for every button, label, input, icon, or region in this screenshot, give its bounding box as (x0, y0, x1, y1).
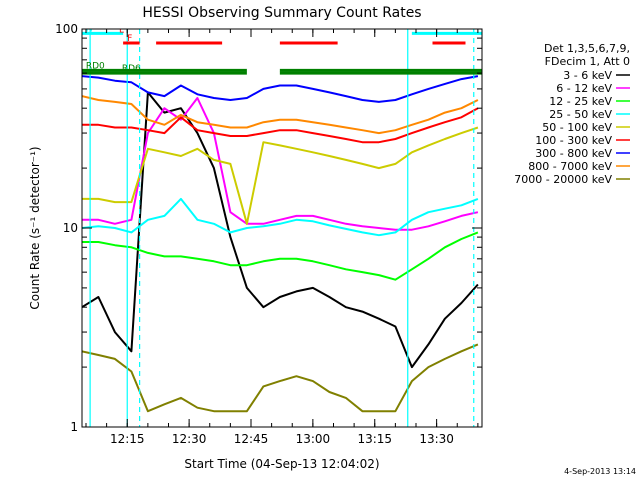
flag-label-2: N (86, 24, 93, 34)
y-tick-label-2: 100 (55, 22, 78, 36)
legend-label-4: 50 - 100 keV (542, 121, 612, 134)
y-tick-label-0: 1 (70, 420, 78, 434)
series-line-5 (82, 107, 479, 144)
flag-label-3: F (127, 34, 132, 44)
x-tick-label-1: 12:30 (172, 432, 207, 446)
y-tick-label-1: 10 (63, 221, 78, 235)
flag-label-0: RD0 (86, 61, 105, 71)
series-line-4 (82, 126, 479, 225)
legend-label-8: 7000 - 20000 keV (514, 173, 612, 186)
series-line-7 (82, 95, 479, 135)
x-tick-label-0: 12:15 (110, 432, 145, 446)
series-layer (82, 75, 479, 413)
series-line-1 (82, 97, 479, 231)
x-tick-label-2: 12:45 (234, 432, 269, 446)
x-tick-label-3: 13:00 (296, 432, 331, 446)
x-axis-label: Start Time (04-Sep-13 12:04:02) (184, 457, 379, 471)
flag-label-1: RD6 (122, 64, 141, 74)
marker-0: L (119, 26, 124, 36)
series-line-3 (82, 197, 479, 237)
legend-header-1: FDecim 1, Att 0 (545, 55, 630, 68)
overlay-layer: RD0 RD6 N FL (82, 24, 482, 427)
series-line-8 (82, 343, 479, 413)
legend-header-0: Det 1,3,5,6,7,9, (544, 42, 630, 55)
legend-label-1: 6 - 12 keV (556, 82, 612, 95)
legend-label-7: 800 - 7000 keV (528, 160, 612, 173)
legend-label-3: 25 - 50 keV (549, 108, 612, 121)
legend: Det 1,3,5,6,7,9,FDecim 1, Att 03 - 6 keV… (514, 42, 630, 186)
y-axis-label: Count Rate (s⁻¹ detector⁻¹) (28, 146, 42, 309)
chart-title: HESSI Observing Summary Count Rates (142, 5, 421, 21)
series-line-2 (82, 231, 479, 281)
x-tick-label-4: 13:15 (357, 432, 392, 446)
legend-label-2: 12 - 25 keV (549, 95, 612, 108)
timestamp: 4-Sep-2013 13:14 (564, 467, 636, 476)
series-line-6 (82, 75, 479, 103)
x-tick-label-5: 13:30 (419, 432, 454, 446)
axes-layer: 12:15 12:30 12:45 13:00 13:15 13:30 1 10 100 (55, 22, 482, 446)
legend-label-5: 100 - 300 keV (535, 134, 612, 147)
legend-label-0: 3 - 6 keV (563, 69, 612, 82)
legend-label-6: 300 - 800 keV (535, 147, 612, 160)
series-line-0 (82, 91, 479, 369)
